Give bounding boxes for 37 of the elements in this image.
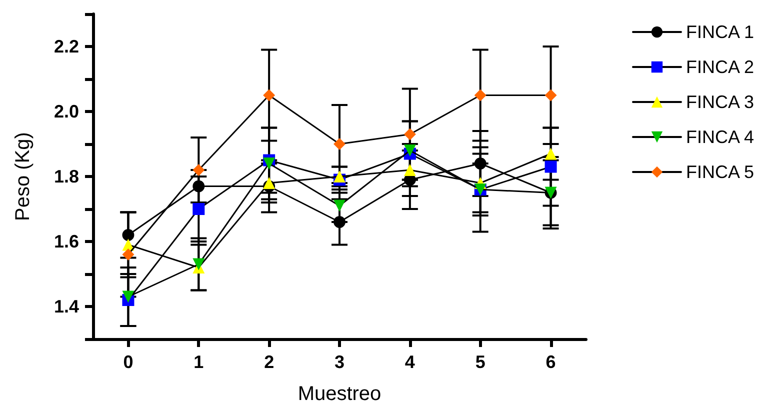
x-tick-label: 0 xyxy=(123,352,134,372)
legend-label: FINCA 1 xyxy=(686,22,754,42)
point xyxy=(122,248,134,260)
point xyxy=(334,216,346,228)
point xyxy=(122,290,134,303)
point xyxy=(192,164,205,176)
point xyxy=(334,138,346,150)
legend-label: FINCA 5 xyxy=(686,162,754,182)
point xyxy=(474,89,486,102)
legend-label: FINCA 3 xyxy=(686,92,754,112)
x-tick-label: 5 xyxy=(475,352,486,372)
x-axis-title: Muestreo xyxy=(298,383,382,405)
point xyxy=(263,158,276,170)
x-tick-label: 6 xyxy=(546,352,556,372)
y-tick-label: 2.0 xyxy=(54,102,79,122)
point xyxy=(404,144,416,156)
point xyxy=(404,164,416,176)
point xyxy=(474,158,486,170)
legend-label: FINCA 4 xyxy=(686,127,754,147)
point xyxy=(544,148,557,160)
y-tick-label: 2.2 xyxy=(54,36,79,56)
y-tick-label: 1.8 xyxy=(54,166,79,186)
point xyxy=(263,89,276,102)
y-tick-label: 1.4 xyxy=(54,296,79,316)
x-tick-label: 4 xyxy=(404,352,415,372)
x-tick-label: 1 xyxy=(194,352,204,372)
point xyxy=(544,160,557,173)
legend-label: FINCA 2 xyxy=(686,57,754,77)
x-tick-label: 2 xyxy=(264,352,274,372)
point xyxy=(544,89,557,102)
point xyxy=(404,128,416,140)
point xyxy=(192,258,205,270)
x-tick-label: 3 xyxy=(334,352,345,372)
point xyxy=(192,203,205,215)
point xyxy=(122,229,134,241)
y-tick-label: 1.6 xyxy=(54,232,79,252)
y-axis-title: Peso (Kg) xyxy=(12,132,34,221)
